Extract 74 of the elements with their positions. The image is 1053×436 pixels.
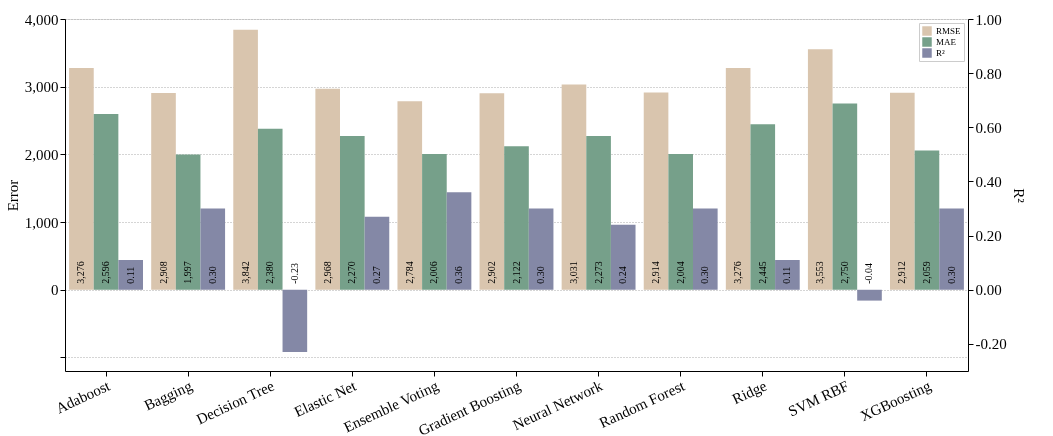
- bar: [479, 93, 505, 290]
- data-label: 2,380: [264, 261, 276, 284]
- bar: [775, 259, 800, 290]
- bar: [233, 29, 258, 290]
- bar: [69, 68, 94, 290]
- data-label: 2,914: [650, 261, 662, 284]
- y2-tick-label: 0.20: [975, 228, 1002, 245]
- data-label: 2,059: [920, 261, 932, 284]
- data-label: -0.04: [863, 262, 875, 284]
- y2-tick-label: 1.00: [975, 11, 1002, 28]
- x-tick-label: SVM RBF: [785, 377, 852, 420]
- legend-label: MAE: [936, 37, 957, 47]
- data-label: 0.30: [535, 266, 547, 284]
- y-tick-label: 3,000: [24, 79, 59, 96]
- data-label: 0.11: [124, 266, 136, 284]
- data-label: 2,122: [510, 261, 522, 284]
- data-label: 2,270: [346, 261, 358, 284]
- data-label: 2,908: [157, 261, 169, 284]
- bar: [340, 136, 365, 290]
- bar: [750, 124, 776, 290]
- bar: [832, 103, 858, 290]
- bar: [93, 114, 119, 290]
- data-label: 0.36: [453, 266, 465, 284]
- bar: [561, 84, 587, 290]
- y2-tick-label: 0.40: [975, 173, 1002, 190]
- data-label: 2,273: [592, 261, 604, 284]
- data-label: 2,902: [485, 261, 497, 284]
- data-label: 0.27: [370, 266, 382, 284]
- bar: [315, 88, 340, 290]
- data-label: 2,596: [100, 261, 112, 284]
- bar: [807, 49, 833, 290]
- bar: [890, 92, 915, 290]
- y-tick-label: 1,000: [24, 214, 59, 231]
- data-label: 2,445: [756, 261, 768, 284]
- data-label: 2,006: [428, 261, 440, 284]
- y2-tick-label: 0.60: [975, 119, 1002, 136]
- bar: [397, 101, 423, 290]
- y-tick-label: 0: [51, 282, 59, 299]
- legend-label: RMSE: [936, 26, 962, 36]
- x-tick-label: Ridge: [729, 377, 770, 408]
- bar: [282, 289, 308, 353]
- data-label: 3,842: [239, 261, 251, 284]
- y2-tick-label: -0.20: [975, 336, 1007, 353]
- data-label: 0.24: [617, 266, 629, 284]
- x-tick-label: Elastic Net: [291, 377, 360, 421]
- y-axis-title: Error: [4, 179, 21, 212]
- bar: [151, 92, 176, 290]
- y2-axis-title: R²: [1010, 188, 1027, 204]
- data-label: 0.30: [699, 266, 711, 284]
- legend-label: R²: [936, 48, 945, 58]
- bar: [257, 128, 283, 290]
- data-label: 3,553: [814, 261, 826, 284]
- data-label: 0.30: [206, 266, 218, 284]
- y2-tick-label: 0.00: [975, 282, 1002, 299]
- data-label: 2,750: [838, 261, 850, 284]
- data-label: 0.30: [945, 266, 957, 284]
- data-label: 0.11: [781, 266, 793, 284]
- data-label: 2,784: [403, 261, 415, 284]
- bar: [118, 259, 143, 290]
- y2-tick-label: 0.80: [975, 65, 1002, 82]
- bar: [643, 92, 669, 290]
- bar: [586, 135, 611, 290]
- data-label: 2,968: [321, 261, 333, 284]
- y-tick-label: 4,000: [24, 11, 59, 28]
- data-label: 2,004: [674, 261, 686, 284]
- data-label: 3,276: [732, 261, 744, 284]
- bar: [857, 289, 882, 301]
- data-label: 1,997: [182, 261, 194, 284]
- bar: [725, 68, 751, 290]
- data-label: 3,276: [75, 261, 87, 284]
- data-label: -0.23: [288, 262, 300, 284]
- data-label: 2,912: [896, 261, 908, 284]
- data-label: 3,031: [567, 261, 579, 284]
- y-tick-label: 2,000: [24, 146, 59, 163]
